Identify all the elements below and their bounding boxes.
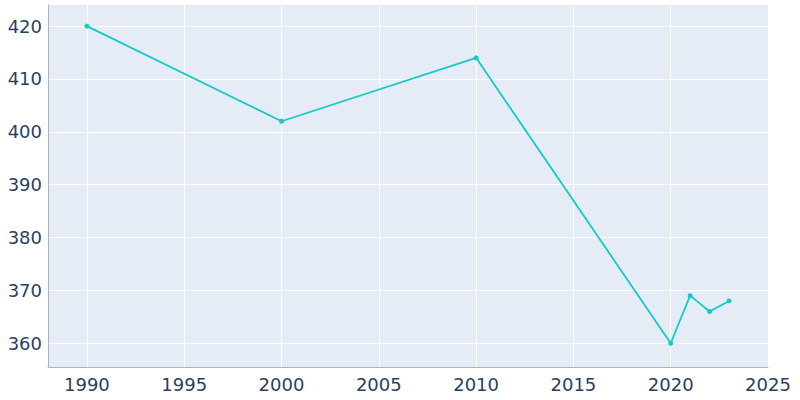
svg-text:420: 420 <box>8 16 42 37</box>
svg-text:2005: 2005 <box>356 374 402 395</box>
svg-text:2000: 2000 <box>259 374 305 395</box>
svg-text:400: 400 <box>8 121 42 142</box>
svg-text:380: 380 <box>8 227 42 248</box>
svg-text:410: 410 <box>8 68 42 89</box>
svg-text:2015: 2015 <box>550 374 596 395</box>
svg-text:390: 390 <box>8 174 42 195</box>
svg-text:2020: 2020 <box>648 374 694 395</box>
svg-text:360: 360 <box>8 333 42 354</box>
svg-text:2010: 2010 <box>453 374 499 395</box>
svg-text:370: 370 <box>8 280 42 301</box>
svg-text:2025: 2025 <box>745 374 791 395</box>
svg-text:1990: 1990 <box>64 374 110 395</box>
svg-text:1995: 1995 <box>161 374 207 395</box>
